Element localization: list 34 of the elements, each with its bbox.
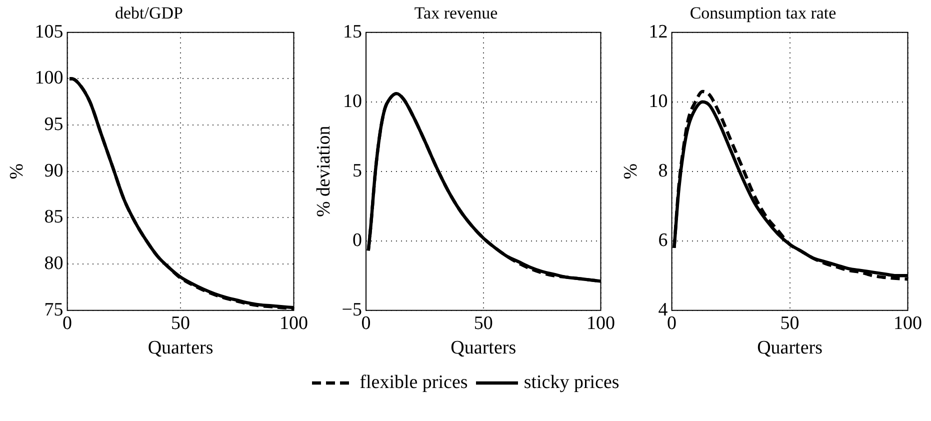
y-axis-title: % bbox=[6, 163, 28, 180]
legend-label: flexible prices bbox=[360, 372, 468, 394]
y-tick-label: 10 bbox=[648, 90, 668, 112]
y-tick-label: 75 bbox=[44, 299, 64, 320]
y-tick-label: 95 bbox=[44, 114, 64, 136]
x-tick-label: 100 bbox=[586, 312, 615, 334]
y-tick-label: 80 bbox=[44, 253, 64, 274]
y-tick-label: 6 bbox=[658, 230, 668, 251]
y-axis-title: % bbox=[620, 163, 642, 180]
x-tick-label: 100 bbox=[894, 312, 922, 334]
y-tick-label: 85 bbox=[44, 206, 64, 228]
x-tick-label: 50 bbox=[171, 312, 190, 334]
x-axis-title: Quarters bbox=[148, 338, 214, 359]
y-tick-label: 90 bbox=[44, 160, 64, 182]
legend-label: sticky prices bbox=[524, 372, 620, 394]
y-tick-label: −5 bbox=[342, 299, 362, 320]
chart-title: Tax revenue bbox=[414, 4, 498, 23]
x-tick-label: 50 bbox=[780, 312, 800, 334]
y-tick-label: 15 bbox=[343, 21, 362, 42]
x-tick-label: 100 bbox=[280, 312, 308, 334]
x-tick-label: 50 bbox=[474, 312, 493, 334]
x-axis-title: Quarters bbox=[757, 338, 822, 359]
y-tick-label: 10 bbox=[343, 90, 362, 112]
x-axis-title: Quarters bbox=[450, 338, 516, 359]
y-axis-title: % deviation bbox=[313, 125, 334, 218]
y-tick-label: 105 bbox=[34, 21, 64, 42]
chart-title: debt/GDP bbox=[115, 4, 183, 23]
chart-title: Consumption tax rate bbox=[690, 4, 836, 23]
y-tick-label: 4 bbox=[658, 299, 668, 320]
y-tick-label: 0 bbox=[352, 230, 362, 251]
y-tick-label: 12 bbox=[648, 21, 668, 42]
y-tick-label: 8 bbox=[658, 160, 668, 182]
y-tick-label: 5 bbox=[352, 160, 362, 182]
y-tick-label: 100 bbox=[34, 68, 64, 89]
